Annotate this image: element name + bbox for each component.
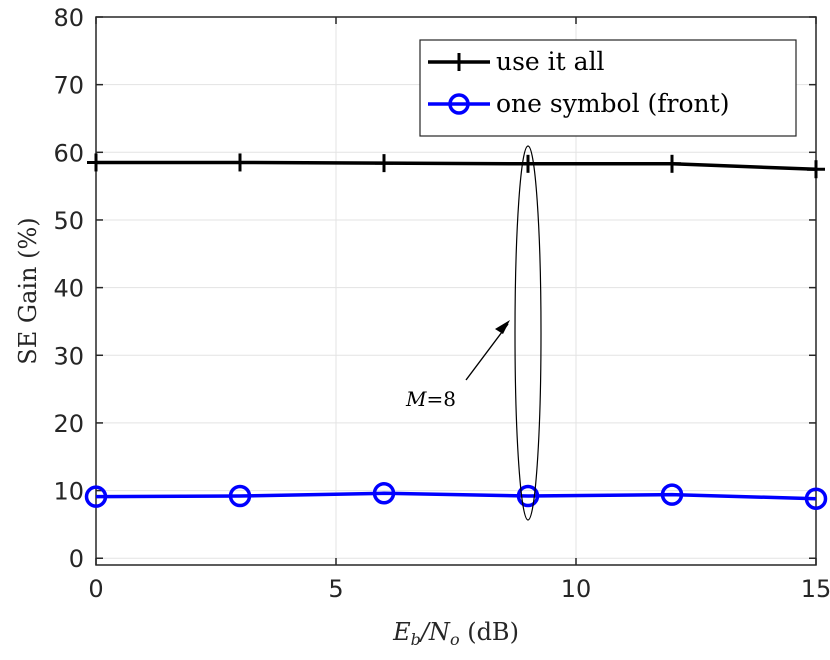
series-2 — [84, 482, 828, 510]
x-tick-label: 15 — [801, 575, 830, 603]
series-1-point — [375, 154, 393, 173]
y-tick-label: 60 — [53, 139, 84, 167]
y-tick-label: 30 — [53, 342, 84, 370]
series-2-line — [95, 491, 817, 501]
series-1-point — [663, 154, 681, 173]
y-tick-label: 10 — [53, 478, 84, 506]
series-1-point — [807, 160, 825, 179]
series-1-point — [231, 153, 249, 172]
x-tick-label: 5 — [328, 575, 343, 603]
y-tick-label: 70 — [53, 72, 84, 100]
annotation-group: M=8 — [405, 145, 542, 521]
y-tick-label: 40 — [53, 275, 84, 303]
plot-area-frame — [95, 16, 817, 566]
y-axis-title: SE Gain (%) — [14, 217, 42, 364]
x-tick-label: 10 — [561, 575, 592, 603]
legend-box — [419, 39, 797, 137]
annotation-arrow-shaft — [465, 323, 509, 381]
series-2-point — [84, 485, 108, 508]
series-2-point — [228, 484, 252, 508]
y-tick-label: 0 — [69, 545, 84, 573]
series-1 — [87, 153, 825, 179]
legend-label-series-2: one symbol (front) — [496, 89, 729, 118]
y-tick-label: 20 — [53, 410, 84, 438]
series-1-point — [87, 153, 105, 172]
x-axis-title: Eb/No (dB) — [392, 618, 519, 649]
annotation-label: M=8 — [405, 387, 456, 411]
annotation-arrowhead — [495, 320, 510, 334]
legend-label-series-1: use it all — [496, 47, 605, 76]
series-1-line — [96, 160, 817, 171]
y-tick-label: 80 — [53, 4, 84, 32]
series-2-point — [660, 483, 684, 506]
annotation-ellipse — [514, 145, 542, 521]
legend-marker-series-2 — [448, 93, 470, 115]
y-tick-label: 50 — [53, 207, 84, 235]
axis-ticks: 0 5 10 15 0 10 20 30 40 50 60 70 80 — [53, 4, 830, 603]
x-tick-label: 0 — [88, 575, 103, 603]
series-group — [84, 153, 828, 510]
series-2-point — [516, 484, 540, 508]
series-2-point — [372, 482, 396, 505]
legend: use it all one symbol (front) — [419, 39, 797, 137]
series-2-point — [804, 487, 828, 510]
